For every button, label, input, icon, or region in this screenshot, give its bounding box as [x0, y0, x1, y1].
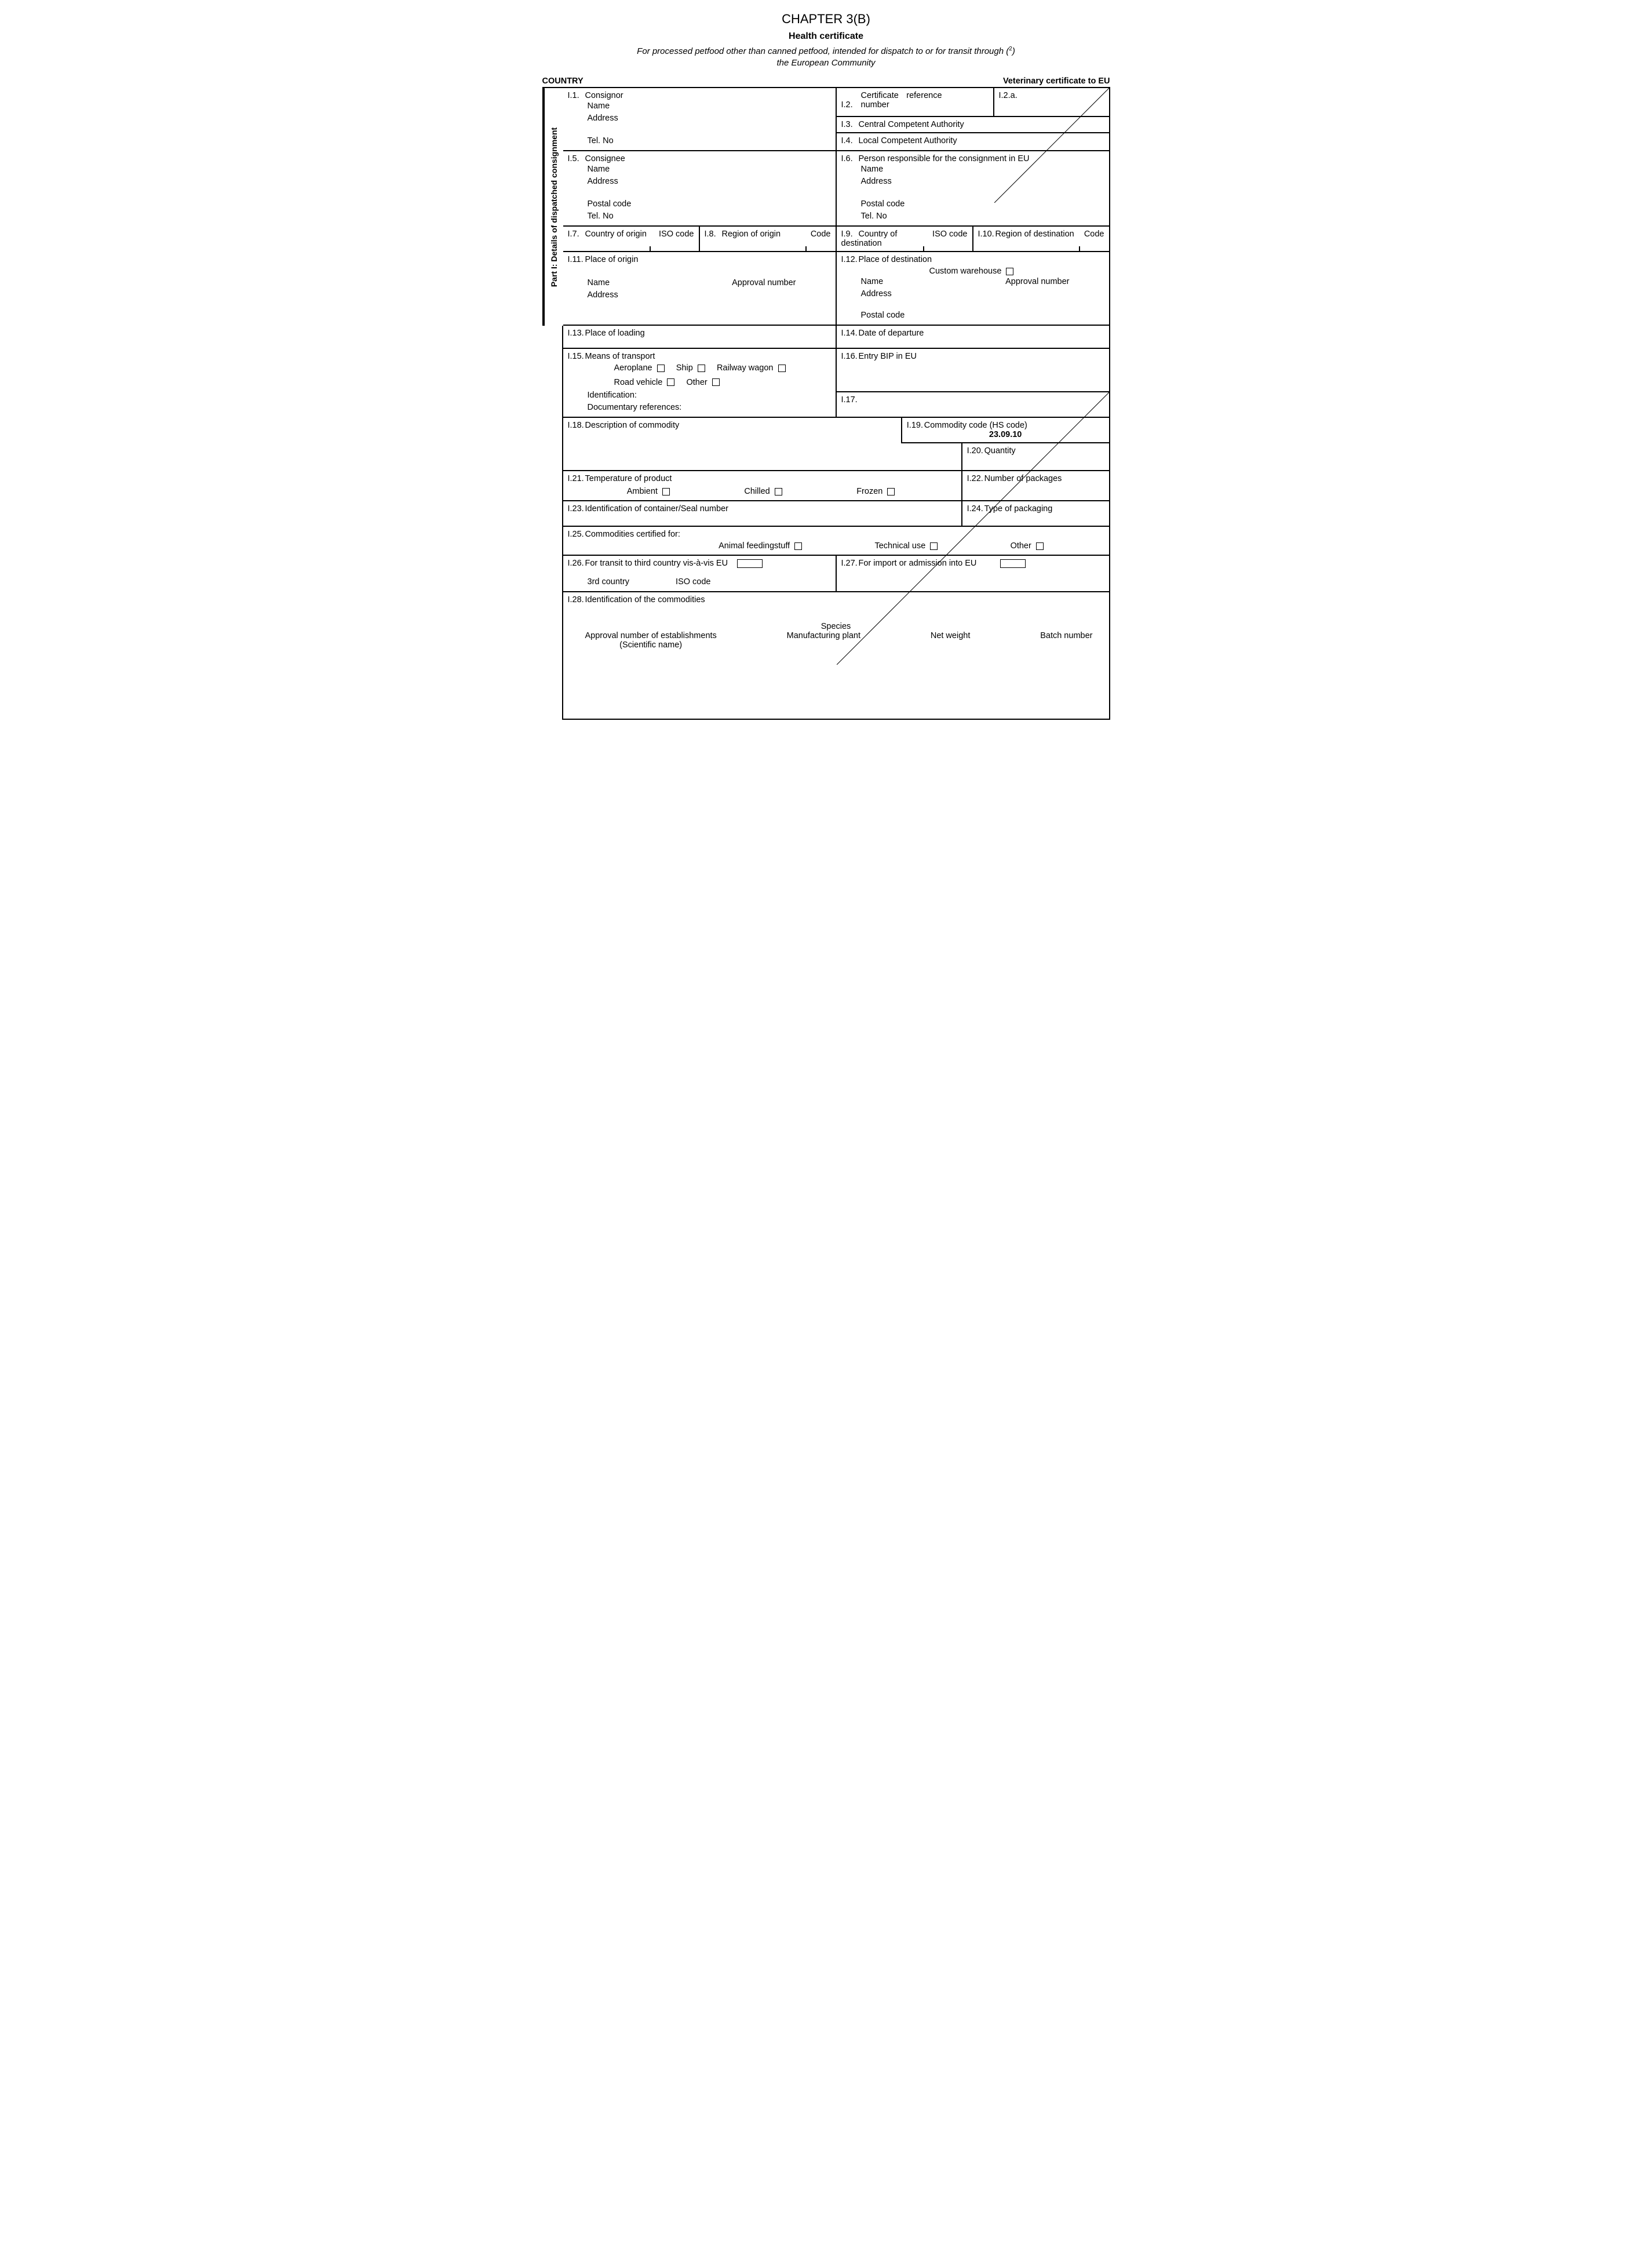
checkbox-import[interactable] — [1000, 559, 1026, 568]
checkbox-other-transport[interactable] — [712, 378, 720, 386]
box-i18: I.18.Description of commodity — [563, 418, 902, 443]
country-label: COUNTRY — [542, 76, 584, 86]
box-i28: I.28.Identification of the commodities S… — [563, 592, 1110, 720]
box-i25: I.25.Commodities certified for: Animal f… — [563, 527, 1110, 556]
box-i2a: I.2.a. — [994, 88, 1110, 117]
chapter-heading: CHAPTER 3(B) — [542, 12, 1110, 27]
box-i10: I.10.Region of destination Code — [973, 227, 1110, 252]
box-i20: I.20.Quantity — [962, 443, 1110, 471]
box-i3: I.3.Central Competent Authority — [837, 117, 1110, 133]
checkbox-road[interactable] — [667, 378, 674, 386]
box-i13: I.13.Place of loading — [563, 326, 837, 349]
document-title: Health certificate — [542, 31, 1110, 42]
box-i6: I.6.Person responsible for the consignme… — [837, 151, 1110, 227]
box-i11: I.11.Place of origin NameApproval number… — [563, 252, 837, 326]
box-i19: I.19.Commodity code (HS code) 23.09.10 — [902, 418, 1110, 443]
checkbox-custom-warehouse[interactable] — [1006, 268, 1013, 275]
box-i8: I.8.Region of origin Code — [700, 227, 837, 252]
box-i24: I.24.Type of packaging — [962, 501, 1110, 527]
box-i2: I.2. Certificatereference number — [837, 88, 994, 117]
box-i14: I.14.Date of departure — [837, 326, 1110, 349]
checkbox-chilled[interactable] — [775, 488, 782, 496]
box-i21: I.21.Temperature of product Ambient Chil… — [563, 471, 962, 501]
checkbox-aeroplane[interactable] — [657, 365, 665, 372]
box-i15: I.15.Means of transport Aeroplane Ship R… — [563, 349, 837, 418]
part1-sidebar-label: Part I: Details of dispatched consignmen… — [544, 88, 563, 326]
box-i16: I.16.Entry BIP in EU — [837, 349, 1110, 392]
box-i1: I.1.Consignor Name Address Tel. No — [563, 88, 837, 151]
checkbox-other-commodity[interactable] — [1036, 542, 1044, 550]
document-subtitle: For processed petfood other than canned … — [542, 45, 1110, 68]
box-i4: I.4.Local Competent Authority — [837, 133, 1110, 151]
checkbox-technical-use[interactable] — [930, 542, 938, 550]
box-i9: I.9.Country of destination ISO code — [837, 227, 973, 252]
checkbox-railway[interactable] — [778, 365, 786, 372]
box-i23: I.23.Identification of container/Seal nu… — [563, 501, 962, 527]
box-i22: I.22.Number of packages — [962, 471, 1110, 501]
checkbox-transit[interactable] — [737, 559, 763, 568]
box-i17: I.17. — [837, 392, 1110, 418]
form-part1-outer: Part I: Details of dispatched consignmen… — [542, 87, 1110, 326]
vet-cert-label: Veterinary certificate to EU — [1003, 76, 1110, 86]
checkbox-frozen[interactable] — [887, 488, 895, 496]
box-i27: I.27.For import or admission into EU — [837, 556, 1110, 592]
box-i5: I.5.Consignee Name Address Postal code T… — [563, 151, 837, 227]
box-i7: I.7.Country of origin ISO code — [563, 227, 700, 252]
checkbox-ship[interactable] — [698, 365, 705, 372]
box-i12: I.12.Place of destination Custom warehou… — [837, 252, 1110, 326]
box-i26: I.26.For transit to third country vis-à-… — [563, 556, 837, 592]
checkbox-animal-feed[interactable] — [794, 542, 802, 550]
checkbox-ambient[interactable] — [662, 488, 670, 496]
